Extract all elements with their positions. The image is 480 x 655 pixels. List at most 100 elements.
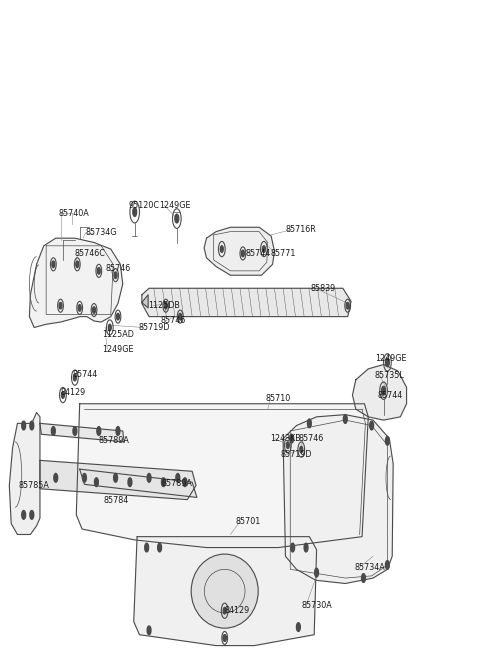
Circle shape [52,261,55,268]
Circle shape [147,474,151,482]
Polygon shape [142,295,148,308]
Text: 85784: 85784 [104,496,129,505]
Circle shape [343,415,347,423]
Circle shape [361,574,365,582]
Circle shape [147,626,151,635]
Polygon shape [142,288,351,316]
Circle shape [133,208,137,216]
Polygon shape [352,365,407,420]
Text: 1243KB: 1243KB [270,434,300,443]
Text: 85771: 85771 [270,249,296,258]
Text: 1125DB: 1125DB [148,301,180,310]
Circle shape [128,478,132,487]
Circle shape [93,307,96,313]
Circle shape [223,635,226,641]
Text: 95120C: 95120C [129,201,160,210]
Circle shape [263,246,265,252]
Text: 84129: 84129 [61,388,86,398]
Polygon shape [29,238,123,328]
Circle shape [287,442,289,449]
Text: 85839: 85839 [311,284,336,293]
Circle shape [308,419,312,428]
Circle shape [291,543,295,552]
Text: 85710: 85710 [265,394,290,403]
Text: 1249GE: 1249GE [375,354,407,362]
Text: 1249GE: 1249GE [159,201,191,210]
Circle shape [223,607,226,614]
Ellipse shape [191,554,258,628]
Circle shape [61,392,64,398]
Circle shape [183,478,187,487]
Text: 85701: 85701 [235,517,261,526]
Circle shape [370,421,373,430]
Circle shape [73,375,76,381]
Circle shape [300,446,303,453]
Text: 85719D: 85719D [281,451,312,459]
Polygon shape [204,227,275,275]
Circle shape [114,474,118,482]
Text: 85735L: 85735L [375,371,405,380]
Text: 84129: 84129 [225,607,250,615]
Text: 85730A: 85730A [301,601,332,610]
Circle shape [385,436,389,445]
Text: 1125AD: 1125AD [103,329,134,339]
Circle shape [83,474,86,482]
Circle shape [73,426,77,436]
Text: 85789A: 85789A [99,436,130,445]
Circle shape [78,305,81,311]
Text: 85744: 85744 [72,370,98,379]
Circle shape [346,303,349,309]
Circle shape [223,635,226,641]
Circle shape [385,561,389,569]
Circle shape [176,474,180,482]
Circle shape [164,303,167,309]
Circle shape [315,569,319,577]
Text: 85744: 85744 [246,249,271,258]
Text: 85746C: 85746C [75,249,106,258]
Circle shape [297,623,300,631]
Circle shape [97,426,101,436]
Text: 85744: 85744 [378,390,403,400]
Circle shape [161,478,165,487]
Polygon shape [134,536,317,646]
Polygon shape [40,460,196,500]
Text: 85785A: 85785A [19,481,50,490]
Text: 85746: 85746 [105,264,130,273]
Circle shape [114,272,117,278]
Text: 85734A: 85734A [355,563,385,572]
Circle shape [76,261,79,268]
Polygon shape [80,469,197,497]
Circle shape [59,303,62,309]
Polygon shape [76,403,368,548]
Circle shape [179,313,181,320]
Polygon shape [40,423,124,442]
Text: 85734G: 85734G [86,228,118,237]
Circle shape [116,426,120,436]
Polygon shape [283,415,393,584]
Circle shape [108,324,111,331]
Circle shape [304,543,308,552]
Polygon shape [9,413,40,534]
Circle shape [290,434,294,443]
Circle shape [30,421,34,430]
Circle shape [157,543,161,552]
Circle shape [97,268,100,274]
Text: 85789A: 85789A [162,479,193,488]
Circle shape [22,510,25,519]
Circle shape [117,313,120,320]
Circle shape [30,510,34,519]
Text: 85719D: 85719D [139,323,170,332]
Circle shape [220,246,223,252]
Circle shape [175,214,179,223]
Circle shape [145,543,149,552]
Circle shape [382,386,385,395]
Circle shape [385,358,389,367]
Circle shape [95,478,98,487]
Circle shape [22,421,25,430]
Text: 85740A: 85740A [58,209,89,217]
Circle shape [54,474,58,482]
Circle shape [241,250,244,257]
Circle shape [51,426,55,436]
Text: 85746: 85746 [160,316,185,326]
Text: 85716R: 85716R [286,225,316,234]
